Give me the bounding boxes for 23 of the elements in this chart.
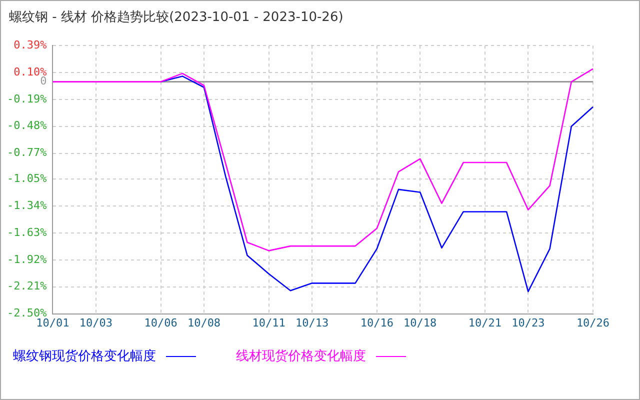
y-tick-label: 0 [40, 74, 47, 88]
y-tick-label: -1.92% [6, 252, 48, 266]
y-tick-label: -2.21% [6, 280, 48, 293]
y-tick-label: -1.34% [6, 199, 48, 212]
x-tick-label: 10/08 [187, 316, 221, 330]
legend-label: 螺纹钢现货价格变化幅度 [13, 348, 156, 365]
x-tick-label: 10/11 [252, 316, 286, 330]
x-tick-label: 10/26 [576, 316, 610, 330]
y-tick-label: -0.19% [6, 92, 48, 106]
y-tick-label: -0.48% [6, 119, 48, 132]
x-tick-label: 10/23 [512, 316, 545, 330]
y-tick-label: 0.39% [14, 38, 48, 52]
chart-title: 螺纹钢 - 线材 价格趋势比较(2023-10-01 - 2023-10-26) [9, 9, 344, 26]
x-tick-label: 10/18 [404, 316, 437, 330]
x-tick-label: 10/13 [296, 316, 329, 330]
y-tick-label: -1.63% [6, 226, 48, 239]
x-tick-label: 10/06 [144, 316, 178, 330]
y-tick-label: -0.77% [6, 146, 48, 160]
x-tick-label: 10/21 [468, 316, 502, 330]
legend-label: 线材现货价格变化幅度 [236, 348, 366, 365]
y-tick-label: -1.05% [6, 172, 48, 186]
x-tick-label: 10/16 [360, 316, 394, 330]
x-tick-label: 10/03 [79, 316, 113, 330]
